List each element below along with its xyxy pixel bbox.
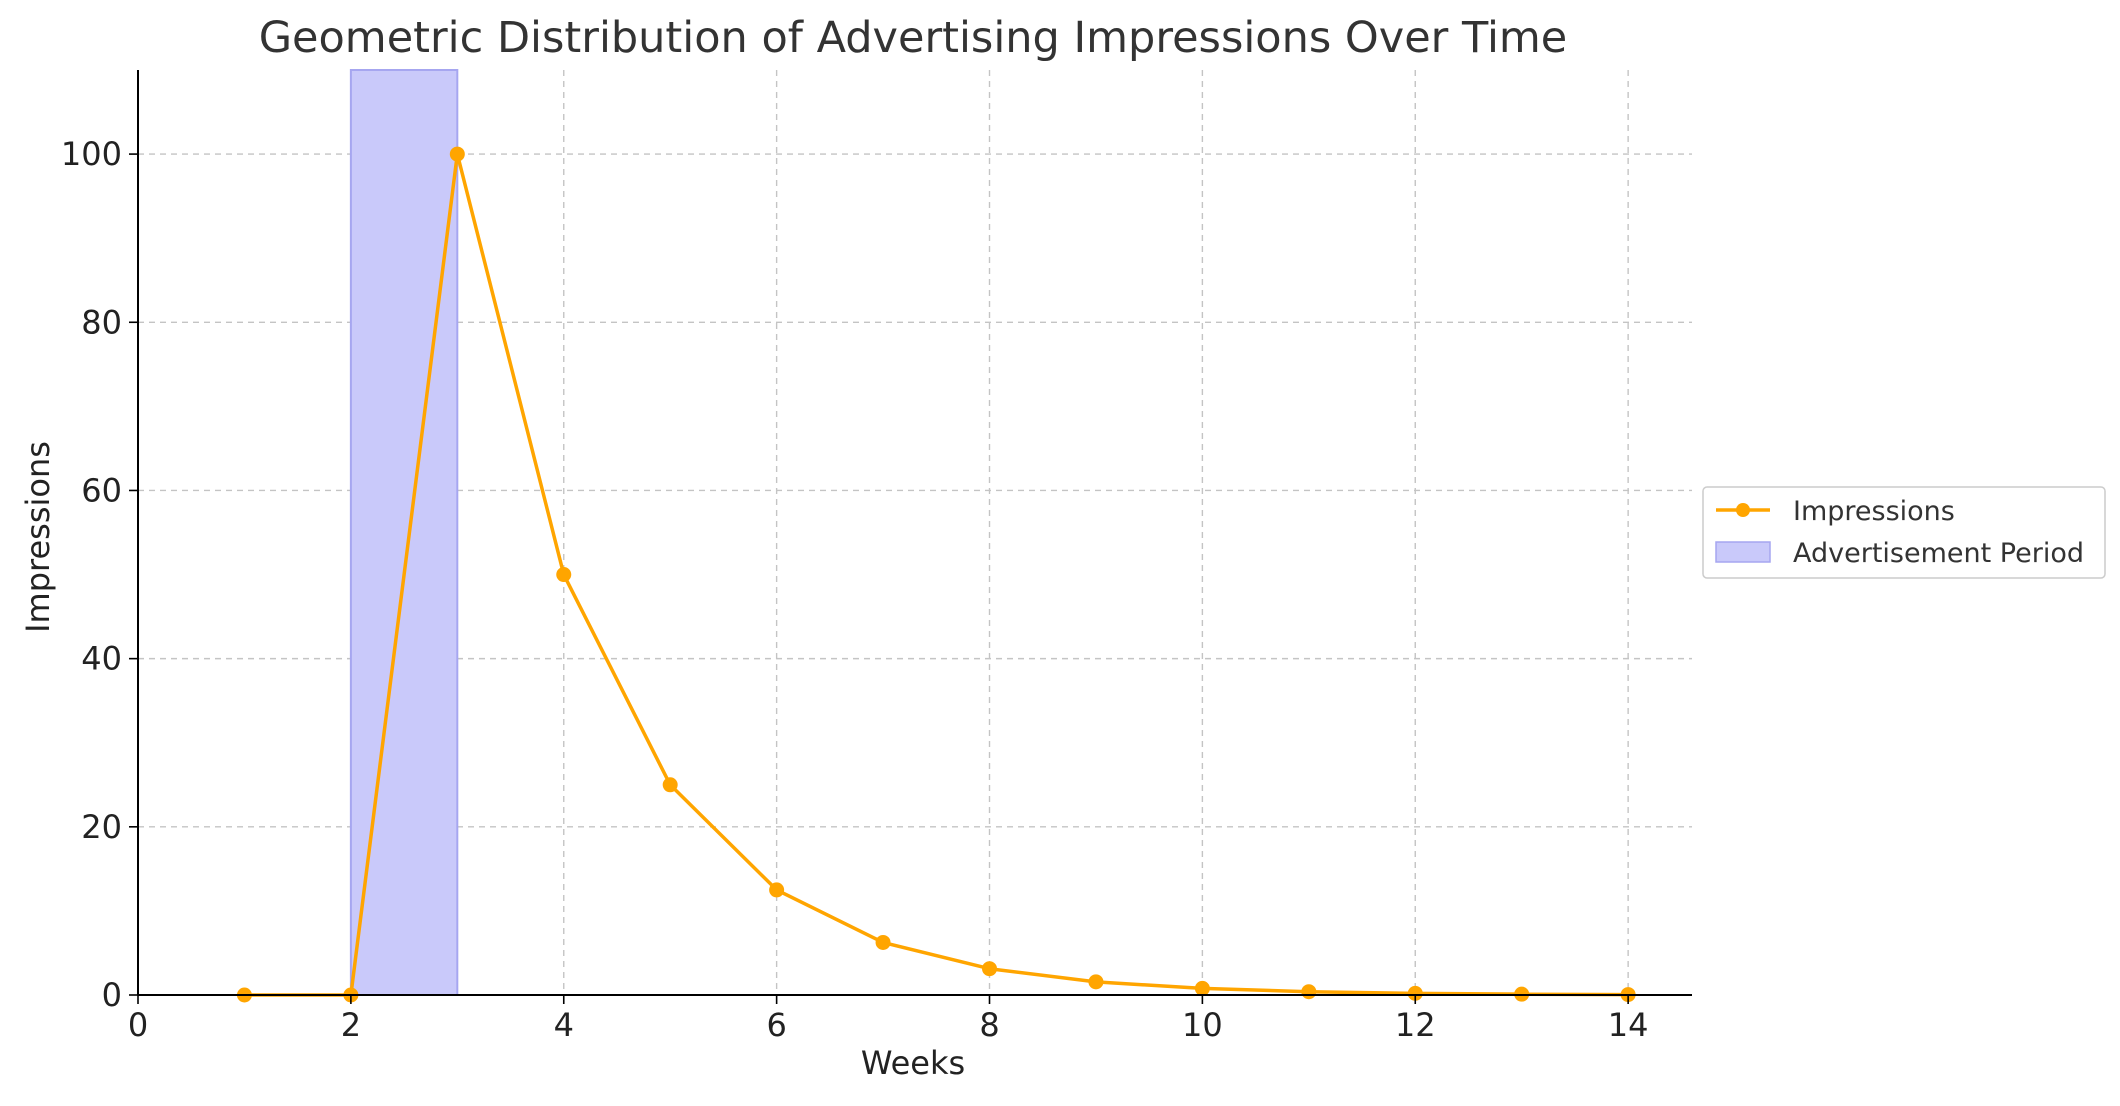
data-point-week-3 [449,146,465,162]
x-tick-label-12: 12 [1395,1006,1436,1044]
x-tick-label-8: 8 [979,1006,999,1044]
advertisement-period-band [349,69,459,996]
axes-layer [137,70,1692,996]
data-point-week-9 [1088,974,1104,990]
y-tick-label-0: 0 [102,976,122,1014]
y-tick-label-100: 100 [61,135,122,173]
data-point-week-11 [1301,984,1317,1000]
chart-title: Geometric Distribution of Advertising Im… [259,13,1568,63]
ticks-layer: 0 2 4 6 8 10 12 14 0 20 40 60 80 100 [61,135,1649,1044]
y-tick-label-40: 40 [81,640,122,678]
legend-advertisement-period-label: Advertisement Period [1793,538,2084,569]
x-tick-label-2: 2 [341,1006,361,1044]
shade-layer [349,69,459,996]
x-tick-label-0: 0 [128,1006,148,1044]
series-layer [236,146,1636,1003]
data-point-week-12 [1407,985,1423,1001]
data-point-week-6 [769,882,785,898]
legend-frame [1702,486,2106,579]
y-axis-label: Impressions [19,441,57,633]
y-tick-label-20: 20 [81,808,122,846]
legend-impressions-marker-sample [1736,503,1750,517]
data-point-week-10 [1194,980,1210,996]
y-tick-label-80: 80 [81,303,122,341]
data-point-week-7 [875,934,891,950]
x-tick-label-14: 14 [1608,1006,1649,1044]
y-tick-label-60: 60 [81,471,122,509]
x-tick-label-6: 6 [766,1006,786,1044]
x-tick-label-10: 10 [1182,1006,1223,1044]
legend-impressions-label: Impressions [1793,496,1955,527]
legend: Impressions Advertisement Period [1702,486,2106,579]
legend-advertisement-period-swatch [1715,541,1771,563]
x-tick-label-4: 4 [554,1006,574,1044]
x-axis-label: Weeks [861,1044,965,1082]
data-point-week-8 [982,961,998,977]
series-line-0 [244,152,1629,997]
data-point-week-5 [662,777,678,793]
data-point-week-4 [556,567,572,583]
